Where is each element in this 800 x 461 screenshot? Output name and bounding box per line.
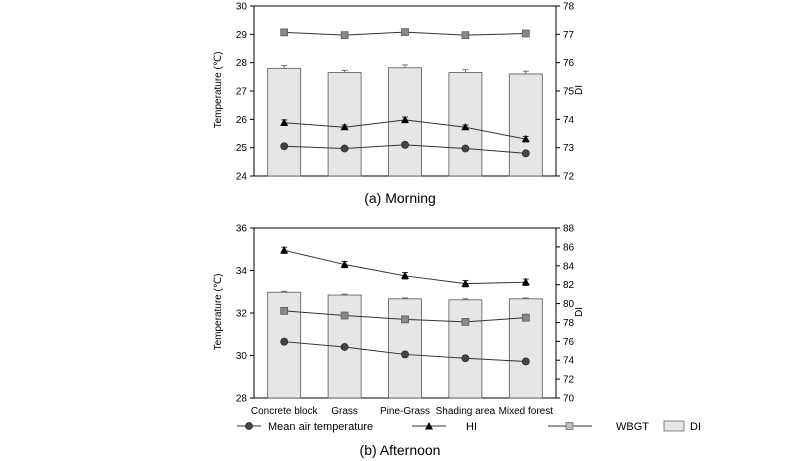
afternoon-left-tick-label: 30 xyxy=(236,351,248,362)
afternoon-right-tick-label: 86 xyxy=(563,242,575,253)
afternoon-hi-point xyxy=(340,260,349,268)
category-label-grass: Grass xyxy=(331,406,358,417)
afternoon-caption: (b) Afternoon xyxy=(360,442,441,458)
afternoon-right-tick-label: 84 xyxy=(563,261,575,272)
morning-mean-air-temperature-point xyxy=(461,144,470,153)
legend-circle-marker xyxy=(245,422,253,430)
afternoon-mean-air-temperature-point xyxy=(521,357,530,366)
morning-left-tick-label: 29 xyxy=(236,30,248,41)
legend-item-hi: HI xyxy=(412,421,477,433)
legend-label-hi: HI xyxy=(466,421,477,433)
legend-bar-swatch xyxy=(663,420,685,432)
afternoon-left-tick-label: 34 xyxy=(236,266,248,277)
afternoon-wbgt-point xyxy=(521,313,530,322)
morning-hi-point xyxy=(340,123,349,131)
legend-label-di: DI xyxy=(690,421,701,433)
afternoon-right-tick-label: 80 xyxy=(563,299,575,310)
legend-label-wbgt: WBGT xyxy=(616,421,649,433)
legend-item-wbgt: WBGT xyxy=(548,421,649,433)
afternoon-mean-air-temperature-point xyxy=(401,350,409,359)
morning-right-tick-label: 75 xyxy=(563,87,575,98)
afternoon-axes: 28 30 32 34 36 70 72 74 76 78 80 82 84 86 88 xyxy=(236,224,575,405)
morning-left-tick-label: 24 xyxy=(236,172,248,183)
afternoon-series xyxy=(280,246,530,366)
morning-hi-point xyxy=(521,134,530,143)
afternoon-left-tick-label: 36 xyxy=(236,224,248,235)
legend: Mean air temperature HI WBGT DI xyxy=(237,420,701,433)
chart-afternoon: 28 30 32 34 36 70 72 74 76 78 80 82 84 86 88 Concrete … xyxy=(213,224,585,418)
legend-square-marker xyxy=(565,422,574,430)
morning-series xyxy=(280,28,530,158)
afternoon-wbgt-point xyxy=(280,307,289,315)
chart-morning: 24 25 26 27 28 29 30 72 73 74 75 76 77 78 Temperature… xyxy=(213,2,585,207)
morning-wbgt-point xyxy=(340,31,349,40)
morning-left-tick-label: 28 xyxy=(236,58,248,69)
afternoon-mean-air-temperature-point xyxy=(340,343,349,351)
category-label-mixed-forest: Mixed forest xyxy=(499,406,554,417)
afternoon-left-tick-label: 28 xyxy=(236,394,248,405)
afternoon-hi-point xyxy=(461,279,470,287)
category-label-shading-area: Shading area xyxy=(436,406,496,417)
morning-wbgt-point xyxy=(461,31,470,40)
afternoon-mean-air-temperature-point xyxy=(280,337,289,346)
afternoon-di-bar xyxy=(508,298,543,399)
afternoon-wbgt-point xyxy=(340,311,349,320)
legend-item-mean-air-temperature: Mean air temperature xyxy=(237,421,373,433)
morning-right-tick-label: 77 xyxy=(563,30,575,41)
morning-mean-air-temperature-point xyxy=(401,140,409,149)
category-label-concrete-block: Concrete block xyxy=(251,406,319,417)
afternoon-di-bar xyxy=(448,299,483,399)
morning-caption: (a) Morning xyxy=(364,190,436,206)
category-label-pine-grass: Pine-Grass xyxy=(380,406,430,417)
afternoon-right-axis-label: DI xyxy=(574,307,585,317)
morning-mean-air-temperature-point xyxy=(521,149,530,158)
afternoon-mean-air-temperature-point xyxy=(461,354,470,363)
morning-wbgt-point xyxy=(280,28,289,37)
afternoon-left-tick-label: 32 xyxy=(236,309,248,320)
afternoon-hi-point xyxy=(401,271,409,279)
morning-left-tick-label: 25 xyxy=(236,143,248,154)
afternoon-wbgt-point xyxy=(401,315,409,324)
afternoon-di-bar xyxy=(388,298,422,399)
morning-wbgt-point xyxy=(401,28,409,36)
morning-left-tick-label: 30 xyxy=(236,2,248,13)
morning-axes: 24 25 26 27 28 29 30 72 73 74 75 76 77 78 xyxy=(236,2,575,183)
morning-left-axis-label: Temperature (℃) xyxy=(213,52,224,129)
morning-right-tick-label: 78 xyxy=(563,2,575,13)
afternoon-hi-point xyxy=(280,246,289,254)
morning-right-tick-label: 72 xyxy=(563,172,575,183)
afternoon-right-tick-label: 70 xyxy=(563,394,575,405)
morning-right-axis-label: DI xyxy=(574,85,585,95)
morning-right-tick-label: 76 xyxy=(563,58,575,69)
morning-right-tick-label: 74 xyxy=(563,115,575,126)
morning-wbgt-point xyxy=(521,29,530,38)
morning-right-tick-label: 73 xyxy=(563,143,575,154)
afternoon-right-tick-label: 88 xyxy=(563,224,575,235)
morning-mean-air-temperature-point xyxy=(340,144,349,153)
legend-label-mean-air-temperature: Mean air temperature xyxy=(268,421,373,433)
morning-left-tick-label: 27 xyxy=(236,87,248,98)
afternoon-left-axis-label: Temperature (℃) xyxy=(213,274,224,351)
afternoon-right-tick-label: 74 xyxy=(563,356,575,367)
afternoon-category-labels: Concrete block Grass Pine-Grass Shading are… xyxy=(251,406,553,417)
morning-hi-point xyxy=(461,123,470,131)
afternoon-right-tick-label: 78 xyxy=(563,318,575,329)
morning-hi-point xyxy=(401,115,409,123)
legend-triangle-marker xyxy=(425,422,433,430)
afternoon-di-bars xyxy=(267,290,543,399)
morning-di-bar xyxy=(508,73,543,177)
afternoon-right-tick-label: 76 xyxy=(563,337,575,348)
morning-hi-point xyxy=(280,118,289,126)
afternoon-hi-point xyxy=(521,277,530,286)
afternoon-right-tick-label: 72 xyxy=(563,375,575,386)
morning-left-tick-label: 26 xyxy=(236,115,248,126)
afternoon-wbgt-point xyxy=(461,318,470,326)
morning-mean-air-temperature-point xyxy=(280,142,289,151)
legend-item-di: DI xyxy=(663,420,701,433)
afternoon-right-tick-label: 82 xyxy=(563,280,575,291)
